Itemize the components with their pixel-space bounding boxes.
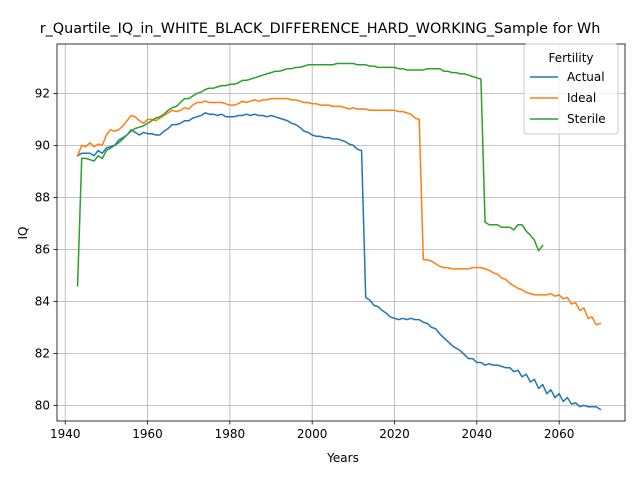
- y-tick-label: 86: [35, 242, 50, 256]
- y-tick-label: 90: [35, 138, 50, 152]
- legend-label-actual: Actual: [567, 70, 605, 84]
- series-line-ideal: [76, 97, 602, 326]
- series-lines: [76, 62, 602, 411]
- legend-label-ideal: Ideal: [567, 91, 596, 105]
- series-line-actual: [76, 112, 602, 411]
- x-tick-label: 1960: [132, 427, 163, 441]
- legend-items: Actual Ideal Sterile: [530, 70, 606, 126]
- y-axis-ticks: 80 82 84 86 88 90 92: [35, 86, 57, 412]
- x-axis-label: Years: [326, 451, 359, 465]
- legend-label-sterile: Sterile: [567, 112, 606, 126]
- series-line-sterile: [76, 62, 544, 287]
- plot-area-frame: [56, 43, 626, 422]
- y-tick-label: 82: [35, 346, 50, 360]
- y-tick-label: 92: [35, 86, 50, 100]
- x-tick-label: 1940: [50, 427, 81, 441]
- y-axis-label: IQ: [16, 227, 30, 240]
- x-tick-label: 2020: [379, 427, 410, 441]
- x-tick-label: 2000: [297, 427, 328, 441]
- y-tick-label: 80: [35, 398, 50, 412]
- x-tick-label: 1980: [215, 427, 246, 441]
- chart-title: r_Quartile_IQ_in_WHITE_BLACK_DIFFERENCE_…: [40, 21, 601, 37]
- legend-title: Fertility: [548, 51, 593, 65]
- y-tick-label: 84: [35, 294, 50, 308]
- legend-box: [523, 43, 619, 135]
- x-tick-label: 2060: [544, 427, 575, 441]
- legend: Fertility Actual Ideal Sterile: [523, 43, 619, 135]
- x-axis-ticks: 1940 1960 1980 2000 2020 2040 2060: [50, 421, 574, 441]
- x-tick-label: 2040: [462, 427, 493, 441]
- y-tick-label: 88: [35, 190, 50, 204]
